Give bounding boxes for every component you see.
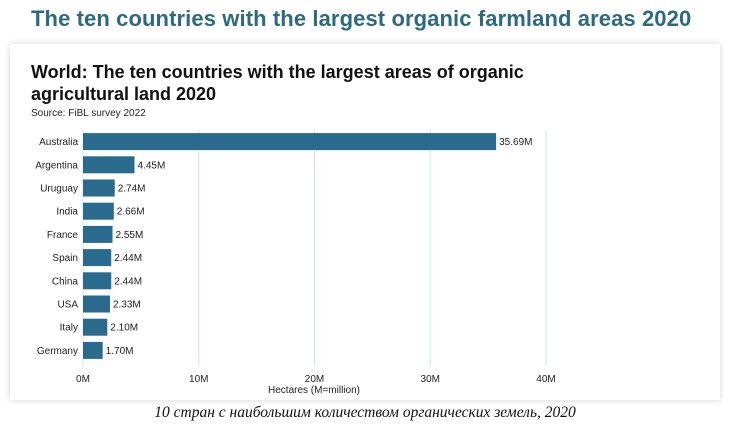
category-label: Germany — [37, 346, 78, 357]
value-label: 2.44M — [114, 276, 142, 287]
x-tick-label: 30M — [421, 374, 440, 385]
bar — [83, 202, 114, 220]
value-label: 2.74M — [118, 184, 146, 195]
value-label: 2.33M — [113, 300, 141, 311]
category-label: Uruguay — [40, 184, 78, 195]
page-heading: The ten countries with the largest organ… — [31, 6, 692, 31]
x-tick-label: 20M — [305, 374, 324, 385]
category-label: China — [52, 276, 79, 287]
bar — [83, 179, 115, 197]
value-label: 2.44M — [114, 253, 142, 264]
bar — [83, 341, 103, 359]
bar — [83, 225, 113, 243]
value-label: 2.10M — [110, 323, 138, 334]
chart-title: World: The ten countries with the larges… — [31, 62, 524, 104]
bar — [83, 133, 497, 151]
bar — [83, 318, 108, 336]
value-label: 1.70M — [106, 346, 134, 357]
category-label: France — [47, 230, 79, 241]
category-label: Australia — [39, 137, 78, 148]
x-tick-label: 40M — [536, 374, 555, 385]
x-tick-label: 0M — [76, 374, 90, 385]
x-axis-title: Hectares (M=million) — [268, 385, 360, 396]
value-label: 2.66M — [117, 207, 145, 218]
category-label: Argentina — [35, 160, 78, 171]
chart-source: Source: FiBL survey 2022 — [31, 108, 146, 119]
x-tick-label: 10M — [189, 374, 208, 385]
value-label: 2.55M — [116, 230, 144, 241]
bar — [83, 249, 112, 267]
chart-card — [10, 44, 720, 400]
category-label: Italy — [60, 323, 78, 334]
bar — [83, 295, 110, 313]
figure-caption: 10 стран с наибольшим количеством органи… — [154, 404, 576, 421]
value-label: 4.45M — [138, 160, 166, 171]
bar — [83, 272, 112, 290]
category-label: India — [56, 207, 78, 218]
category-label: Spain — [52, 253, 78, 264]
value-label: 35.69M — [499, 137, 532, 148]
category-label: USA — [57, 300, 78, 311]
bar — [83, 156, 135, 174]
